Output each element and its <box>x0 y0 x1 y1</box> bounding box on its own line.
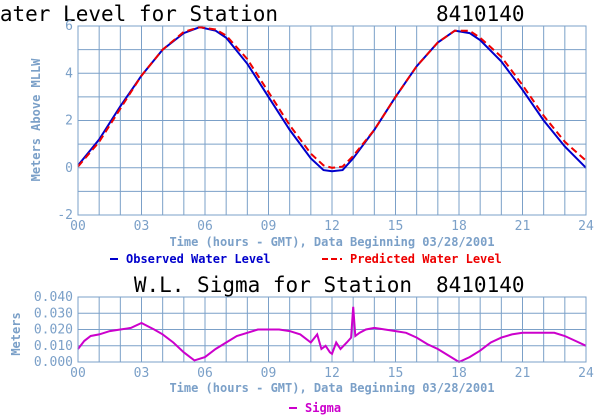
y-tick-label: 2 <box>65 114 73 129</box>
y-tick-label: -2 <box>57 208 73 223</box>
y-tick-label: 4 <box>65 66 73 81</box>
legend-sigma-label: Sigma <box>305 401 341 415</box>
chart-1-series <box>77 26 587 173</box>
series-line-sigma <box>77 306 587 364</box>
chart-1-title: Water Level for Station <box>0 2 278 26</box>
chart-1-ylabel: Meters Above MLLW <box>29 58 43 182</box>
x-tick-label: 12 <box>324 366 340 381</box>
chart-2-series <box>77 306 587 364</box>
x-tick-label: 21 <box>515 219 531 234</box>
chart-2-title: W.L. Sigma for Station <box>134 273 412 297</box>
chart-2-xlabel: Time (hours - GMT), Data Beginning 03/28… <box>169 381 494 395</box>
chart-1-xlabel: Time (hours - GMT), Data Beginning 03/28… <box>169 235 494 249</box>
water-level-chart: Water Level for Station 8410140 00 03 06 09… <box>0 2 594 266</box>
series-line-predicted-water-level <box>77 26 587 169</box>
legend-predicted-label: Predicted Water Level <box>350 252 502 266</box>
x-tick-label: 18 <box>451 366 467 381</box>
y-tick-label: 0.020 <box>34 323 73 338</box>
x-tick-label: 15 <box>388 366 404 381</box>
x-tick-label: 09 <box>261 366 277 381</box>
x-tick-label: 03 <box>134 219 150 234</box>
chart-1-legend: Observed Water Level Predicted Water Lev… <box>110 252 502 266</box>
legend-observed-label: Observed Water Level <box>126 252 271 266</box>
chart-1-frame <box>77 25 587 216</box>
y-tick-label: 0.000 <box>34 355 73 370</box>
x-tick-label: 12 <box>324 219 340 234</box>
y-tick-label: 0.010 <box>34 339 73 354</box>
x-tick-label: 03 <box>134 366 150 381</box>
x-tick-label: 15 <box>388 219 404 234</box>
x-tick-label: 21 <box>515 366 531 381</box>
chart-2-ylabel: Meters <box>9 312 23 355</box>
series-line-observed-water-level <box>77 26 587 173</box>
y-tick-label: 6 <box>65 19 73 34</box>
chart-1-grid <box>77 25 587 216</box>
x-tick-label: 24 <box>578 219 594 234</box>
x-tick-label: 18 <box>451 219 467 234</box>
x-tick-label: 00 <box>70 366 86 381</box>
chart-1-station: 8410140 <box>436 2 525 26</box>
x-tick-label: 24 <box>578 366 594 381</box>
x-tick-label: 06 <box>197 366 213 381</box>
chart-2-station: 8410140 <box>436 273 525 297</box>
chart-2-frame <box>77 296 587 363</box>
x-tick-label: 06 <box>197 219 213 234</box>
x-tick-label: 00 <box>70 219 86 234</box>
sigma-chart: W.L. Sigma for Station 8410140 00 03 06 09 1… <box>9 273 594 415</box>
chart-2-legend: Sigma <box>289 401 341 415</box>
y-tick-label: 0 <box>65 161 73 176</box>
x-tick-label: 09 <box>261 219 277 234</box>
y-tick-label: 0.040 <box>34 290 73 305</box>
y-tick-label: 0.030 <box>34 306 73 321</box>
